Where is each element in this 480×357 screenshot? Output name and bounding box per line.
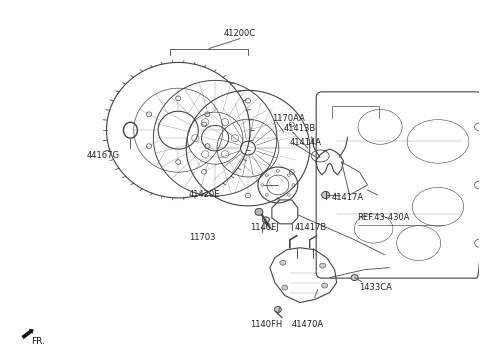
Text: 1170AA: 1170AA: [272, 114, 305, 123]
Text: 41417A: 41417A: [332, 193, 364, 202]
Text: 11703: 11703: [189, 233, 216, 242]
Text: 41417B: 41417B: [295, 223, 327, 232]
Ellipse shape: [263, 217, 269, 223]
Ellipse shape: [320, 263, 325, 268]
Ellipse shape: [282, 285, 288, 290]
Text: 41470A: 41470A: [292, 320, 324, 329]
Text: 41414A: 41414A: [290, 138, 322, 147]
Ellipse shape: [322, 191, 330, 198]
Ellipse shape: [280, 260, 286, 265]
Ellipse shape: [351, 275, 358, 281]
Text: 1433CA: 1433CA: [360, 283, 393, 292]
Text: 1140EJ: 1140EJ: [250, 223, 279, 232]
Text: 41413B: 41413B: [284, 124, 316, 133]
Ellipse shape: [322, 283, 328, 288]
Text: 44167G: 44167G: [87, 151, 120, 160]
Ellipse shape: [275, 307, 281, 312]
Text: 41420E: 41420E: [189, 190, 220, 200]
Text: FR.: FR.: [31, 337, 45, 346]
Text: 1140FH: 1140FH: [250, 320, 282, 329]
Text: REF.43-430A: REF.43-430A: [358, 213, 410, 222]
Ellipse shape: [255, 208, 263, 215]
Text: 41200C: 41200C: [224, 29, 256, 38]
FancyArrow shape: [22, 330, 33, 338]
